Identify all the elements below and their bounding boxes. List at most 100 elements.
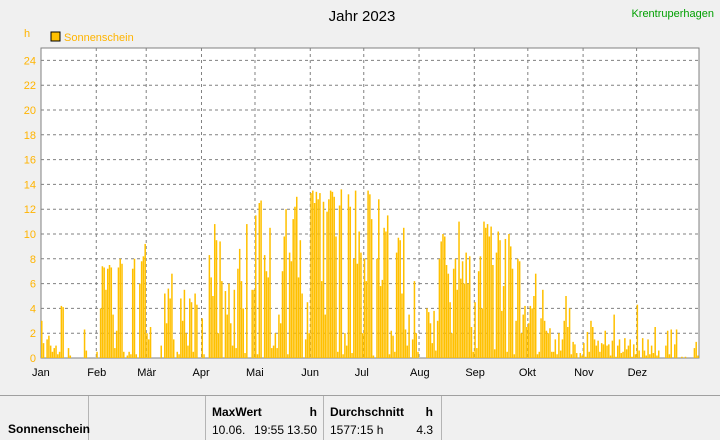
bar (285, 209, 287, 358)
bar (472, 351, 475, 358)
bar (274, 333, 277, 358)
bar (328, 199, 330, 358)
bar (167, 288, 170, 358)
bar (527, 323, 530, 358)
bar (522, 314, 524, 358)
bar (645, 355, 648, 358)
bar (276, 348, 278, 358)
bar (417, 351, 419, 358)
bar (385, 231, 387, 358)
bar (536, 354, 539, 358)
sunshine-chart: Jahr 2023 Krentruperhagen h Sonnenschein… (23, 8, 714, 379)
bar (356, 263, 359, 358)
bar (465, 252, 467, 358)
bar (378, 199, 380, 358)
bar (295, 196, 298, 358)
x-tick-label: Dez (628, 367, 648, 379)
bar (226, 314, 228, 358)
bar (160, 345, 162, 358)
bar (490, 226, 492, 358)
bar (310, 193, 312, 358)
y-tick-label: 22 (24, 80, 36, 92)
bar (559, 350, 562, 358)
stats-panel: Sonnenschein MaxWert h 10.06. 19:55 13.5… (0, 395, 720, 440)
bar (440, 241, 442, 358)
bar (69, 355, 72, 358)
bar (506, 351, 508, 358)
bar (230, 323, 232, 358)
bar (415, 333, 417, 358)
bar (427, 312, 430, 358)
bar (265, 271, 268, 358)
bar (452, 268, 455, 358)
bar (381, 279, 384, 358)
bar (549, 328, 551, 358)
chart-title: Jahr 2023 (329, 8, 396, 25)
bars (41, 189, 699, 358)
bar (370, 219, 373, 358)
bar (616, 345, 619, 358)
bar (652, 353, 655, 358)
bar (556, 354, 558, 358)
bar (347, 194, 350, 358)
bar (256, 354, 259, 358)
bar (331, 191, 334, 358)
bar (306, 302, 309, 358)
bar (228, 283, 230, 358)
bar (431, 343, 434, 358)
bar (474, 302, 476, 358)
x-tick-label: Okt (519, 367, 536, 379)
bar (117, 267, 120, 358)
bar (583, 343, 585, 358)
bar (574, 344, 576, 358)
bar (570, 354, 573, 358)
bar (529, 305, 532, 358)
bar (297, 277, 300, 358)
bar (271, 348, 273, 358)
bar (215, 240, 218, 358)
bar (372, 355, 375, 358)
bar (670, 329, 672, 358)
bar (130, 354, 132, 358)
bar (183, 289, 186, 358)
bar (287, 354, 289, 358)
bar (317, 199, 319, 358)
bar (595, 345, 598, 358)
bar (668, 354, 671, 358)
legend-label: Sonnenschein (64, 32, 134, 44)
bar (613, 314, 615, 358)
max-time: 19:55 (254, 423, 285, 437)
bar (542, 289, 544, 358)
bar (518, 261, 521, 358)
bar (470, 327, 473, 358)
bar (641, 338, 644, 358)
bar (620, 353, 623, 358)
bar (554, 339, 557, 358)
avg-value: 4.3 (416, 423, 433, 437)
bar (449, 302, 451, 358)
bar (108, 265, 111, 358)
bar (189, 298, 191, 358)
bar (657, 350, 660, 358)
bar (604, 330, 607, 358)
bar (543, 320, 546, 358)
bar (558, 333, 560, 358)
bar (695, 341, 697, 358)
bar (504, 238, 507, 358)
bar (301, 293, 303, 358)
bar (58, 351, 61, 358)
bar (190, 302, 193, 358)
bar (219, 241, 221, 358)
bar (299, 240, 302, 358)
bar (123, 351, 125, 358)
x-tick-labels: Jan Feb Mär Apr Mai Jun Jul Aug Sep Okt Nov Dez (32, 367, 647, 379)
bar (563, 320, 565, 358)
bar (131, 268, 134, 358)
bar (608, 344, 610, 358)
bar (115, 330, 118, 358)
y-tick-label: 4 (30, 303, 36, 315)
bar (460, 278, 462, 358)
bar (203, 354, 205, 358)
bar (67, 348, 70, 358)
bar (426, 308, 428, 358)
